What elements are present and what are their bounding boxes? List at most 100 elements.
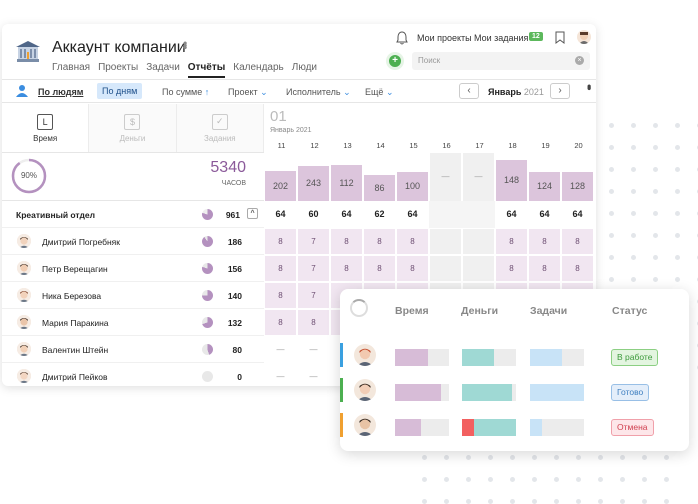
card-row[interactable]: Готово — [340, 374, 689, 409]
month-name: Январь — [488, 87, 522, 97]
nav-item-5[interactable]: Люди — [291, 62, 318, 73]
metric-tab-icon: L — [37, 113, 54, 130]
day-hours-cell[interactable]: 100 — [397, 172, 428, 201]
metric-tab-0[interactable]: L Время — [2, 104, 90, 152]
day-person-cell[interactable]: — — [276, 372, 285, 381]
day-person-cell[interactable]: 8 — [331, 229, 362, 254]
add-button[interactable]: + — [386, 52, 404, 70]
my-tasks-link[interactable]: Мои задания — [474, 33, 529, 43]
day-person-cell[interactable]: 8 — [496, 256, 527, 281]
day-hours-cell[interactable]: 124 — [529, 172, 560, 201]
group-row[interactable]: Креативный отдел 961 ^ — [2, 201, 264, 228]
day-person-cell[interactable]: 8 — [298, 310, 329, 335]
group-total: 961 — [225, 210, 240, 220]
my-projects-link[interactable]: Мои проекты — [417, 33, 472, 43]
day-person-cell[interactable]: — — [309, 372, 318, 381]
day-hours-cell[interactable]: 202 — [265, 171, 296, 201]
day-person-cell[interactable]: 8 — [529, 256, 560, 281]
person-row[interactable]: Петр Верещагин 156 — [2, 255, 264, 282]
calendar-month: Январь 2021 — [270, 127, 312, 134]
more-filter[interactable]: Ещё ⌄ — [365, 87, 393, 98]
day-person-cell[interactable]: 7 — [298, 229, 329, 254]
day-person-cell[interactable]: 8 — [331, 256, 362, 281]
calendar-day-label: 16 — [442, 141, 451, 150]
executor-filter[interactable]: Исполнитель ⌄ — [286, 87, 351, 98]
project-filter-label: Проект — [228, 87, 258, 97]
person-row[interactable]: Дмитрий Погребняк 186 — [2, 228, 264, 255]
tasks-bar-fill — [530, 419, 542, 436]
day-person-cell[interactable]: — — [276, 345, 285, 354]
day-person-cell[interactable]: 8 — [265, 310, 296, 335]
person-total: 156 — [227, 264, 242, 274]
card-avatar — [354, 344, 376, 366]
day-person-cell[interactable] — [430, 229, 461, 254]
sort-by-sum[interactable]: По сумме ↑ — [162, 87, 209, 97]
loading-icon — [350, 299, 368, 317]
by-days-toggle[interactable]: По дням — [97, 83, 143, 99]
day-hours-cell[interactable]: 128 — [562, 172, 593, 201]
day-hours-cell[interactable]: 112 — [331, 165, 362, 201]
person-row[interactable]: Ника Березова 140 — [2, 282, 264, 309]
day-person-cell[interactable]: 8 — [364, 256, 395, 281]
nav-item-1[interactable]: Проекты — [98, 62, 139, 73]
hours-unit: ЧАСОВ — [221, 180, 246, 187]
metric-tab-2[interactable]: ✓ Задания — [176, 104, 264, 152]
collapse-button[interactable]: ^ — [247, 208, 258, 219]
calendar-day-label: 15 — [409, 141, 418, 150]
prev-month-button[interactable]: ‹ — [459, 83, 479, 99]
account-menu-icon[interactable]: ••• — [178, 41, 192, 48]
person-row[interactable]: Валентин Штейн 80 — [2, 336, 264, 363]
day-person-cell[interactable] — [463, 256, 494, 281]
day-person-cell[interactable]: 8 — [529, 229, 560, 254]
person-row[interactable]: Мария Паракина 132 — [2, 309, 264, 336]
day-person-cell[interactable]: 7 — [298, 256, 329, 281]
day-hours-cell[interactable]: — — [430, 153, 461, 201]
day-person-cell[interactable]: 8 — [496, 229, 527, 254]
nav-item-0[interactable]: Главная — [52, 62, 91, 73]
metric-tabs: L Время $ Деньги ✓ Задания — [2, 104, 264, 153]
project-filter[interactable]: Проект ⌄ — [228, 87, 268, 98]
next-month-button[interactable]: › — [550, 83, 570, 99]
day-person-cell[interactable]: 8 — [364, 229, 395, 254]
main-nav: Главная Проекты Задачи Отчёты Календарь Люди — [52, 62, 317, 78]
day-person-cell[interactable] — [463, 229, 494, 254]
day-person-cell[interactable]: 8 — [265, 283, 296, 308]
progress-ring — [11, 158, 47, 194]
nav-item-2[interactable]: Задачи — [146, 62, 180, 73]
person-name: Ника Березова — [42, 291, 102, 301]
day-person-cell[interactable] — [430, 256, 461, 281]
day-hours-cell[interactable]: 243 — [298, 166, 329, 201]
day-person-cell[interactable]: 8 — [397, 229, 428, 254]
metric-tab-label: Задания — [204, 133, 236, 143]
card-row[interactable]: В работе — [340, 339, 689, 374]
day-person-cell[interactable]: — — [309, 345, 318, 354]
day-hours-cell[interactable]: 148 — [496, 160, 527, 201]
day-person-cell[interactable]: 8 — [397, 256, 428, 281]
bookmark-icon[interactable] — [555, 31, 565, 44]
day-person-cell[interactable]: 8 — [265, 229, 296, 254]
card-row[interactable]: Отмена — [340, 409, 689, 444]
tasks-bar-fill — [530, 384, 584, 401]
more-options-icon[interactable]: ••• — [582, 84, 596, 88]
day-person-cell[interactable]: 7 — [298, 283, 329, 308]
day-sum-cell: 64 — [572, 209, 583, 219]
calendar-day-label: 13 — [343, 141, 352, 150]
search-input[interactable]: Поиск × — [412, 52, 590, 70]
day-hours-cell[interactable]: 86 — [364, 175, 395, 201]
by-people-toggle[interactable]: По людям — [38, 87, 84, 97]
day-person-cell[interactable]: 8 — [562, 256, 593, 281]
day-person-cell[interactable]: 8 — [562, 229, 593, 254]
time-bar-fill — [395, 384, 441, 401]
card-header-status: Статус — [612, 305, 648, 317]
clear-search-icon[interactable]: × — [575, 56, 584, 65]
day-person-cell[interactable]: 8 — [265, 256, 296, 281]
bell-icon[interactable] — [396, 31, 408, 45]
day-hours-cell[interactable]: — — [463, 153, 494, 201]
nav-item-3[interactable]: Отчёты — [187, 62, 226, 78]
nav-item-4[interactable]: Календарь — [233, 62, 284, 73]
metric-tab-1[interactable]: $ Деньги — [89, 104, 177, 152]
person-row[interactable]: Дмитрий Пейков 0 — [2, 363, 264, 386]
person-pie-icon — [202, 263, 213, 274]
day-sum-cell — [462, 201, 495, 228]
user-avatar[interactable] — [577, 30, 591, 44]
